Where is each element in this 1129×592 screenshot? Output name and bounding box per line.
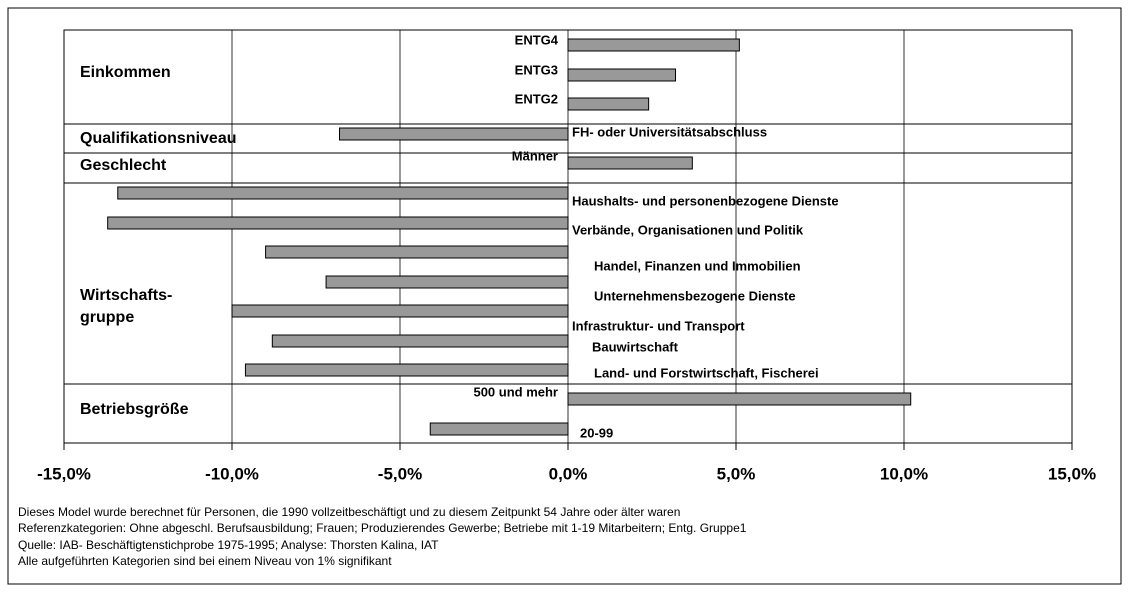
x-tick-label: -15,0% (37, 464, 91, 483)
category-label: 500 und mehr (473, 384, 558, 399)
category-label: Unternehmensbezogene Dienste (594, 288, 796, 303)
bar (567, 38, 740, 52)
category-label: ENTG3 (515, 62, 558, 77)
category-label: Haushalts- und personenbezogene Dienste (572, 193, 839, 208)
category-label: ENTG2 (515, 91, 558, 106)
x-tick-label: 5,0% (717, 464, 756, 483)
category-label: Männer (512, 148, 558, 163)
bar (567, 97, 650, 111)
x-tick-label: -10,0% (205, 464, 259, 483)
bar (567, 392, 912, 406)
category-label: Handel, Finanzen und Immobilien (594, 258, 801, 273)
footnote: Dieses Model wurde berechnet für Persone… (18, 505, 681, 519)
bar (271, 334, 569, 348)
category-label: Infrastruktur- und Transport (572, 318, 745, 333)
group-label: Geschlecht (80, 157, 167, 174)
bar (567, 68, 677, 82)
outer-border (7, 7, 1122, 585)
group-label: Qualifikationsniveau (80, 130, 237, 147)
category-label: Verbände, Organisationen und Politik (572, 222, 804, 237)
bar (429, 422, 569, 436)
bar (325, 275, 569, 289)
bar (244, 363, 569, 377)
footnote: Referenzkategorien: Ohne abgeschl. Beruf… (18, 521, 747, 535)
group-label: Wirtschafts- gruppe (80, 287, 173, 326)
group-label: Einkommen (80, 64, 171, 81)
category-label: ENTG4 (515, 32, 559, 47)
category-label: 20-99 (580, 425, 613, 440)
group-label: Betriebsgröße (80, 401, 189, 418)
x-tick-label: -5,0% (378, 464, 422, 483)
footnote: Quelle: IAB- Beschäftigtenstichprobe 197… (18, 538, 439, 552)
x-tick-label: 10,0% (880, 464, 928, 483)
bar (117, 186, 569, 200)
category-label: Land- und Forstwirtschaft, Fischerei (594, 365, 819, 380)
category-label: Bauwirtschaft (592, 339, 679, 354)
x-tick-label: 15,0% (1048, 464, 1096, 483)
category-label: FH- oder Universitätsabschluss (572, 124, 767, 139)
bar (265, 245, 569, 259)
bar (107, 216, 569, 230)
bar (231, 304, 569, 318)
footnote: Alle aufgeführten Kategorien sind bei ei… (18, 554, 392, 568)
x-tick-label: 0,0% (549, 464, 588, 483)
bar (567, 156, 693, 170)
bar (339, 127, 569, 141)
